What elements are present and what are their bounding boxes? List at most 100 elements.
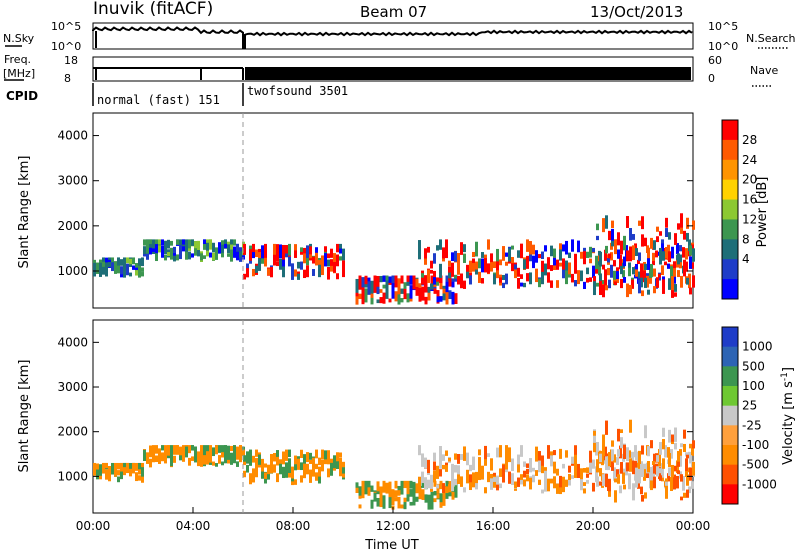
echo-cell [608, 230, 611, 241]
echo-cell [333, 455, 336, 460]
echo-cell [303, 252, 306, 264]
echo-cell [197, 250, 200, 257]
echo-cell [312, 468, 315, 477]
echo-cell [667, 473, 670, 482]
echo-cell [505, 252, 508, 257]
echo-cell [276, 473, 279, 483]
echo-cell [469, 275, 472, 285]
echo-cell [327, 468, 330, 478]
colorbar-tick: 1000 [742, 340, 773, 354]
echo-cell [221, 445, 224, 453]
echo-cell [294, 244, 297, 254]
echo-cell [276, 250, 279, 262]
echo-cell [318, 466, 321, 478]
echo-cell [105, 262, 108, 277]
echo-cell [318, 476, 321, 484]
echo-cell [619, 445, 622, 459]
echo-cell [173, 246, 176, 254]
echo-cell [460, 454, 463, 460]
echo-cell [547, 272, 550, 283]
echo-cell [628, 450, 631, 458]
echo-cell [529, 241, 532, 255]
echo-cell [418, 476, 421, 489]
echo-cell [583, 281, 586, 290]
echo-cell [466, 264, 469, 275]
echo-cell [206, 456, 209, 461]
echo-cell [523, 282, 526, 288]
echo-cell [227, 244, 230, 253]
echo-cell [255, 265, 258, 273]
echo-cell [406, 293, 410, 303]
echo-cell [233, 445, 236, 456]
nave-label: Nave [750, 64, 778, 77]
xtick-label: 20:00 [576, 519, 611, 533]
echo-cell [132, 257, 135, 265]
echo-cell [490, 458, 493, 471]
noise-tick-right-top: 10^5 [708, 20, 738, 33]
echo-cell [141, 462, 144, 470]
echo-cell [282, 266, 285, 278]
echo-cell [463, 253, 466, 263]
nave-trace [245, 67, 691, 80]
echo-cell [132, 265, 135, 270]
echo-cell [361, 480, 365, 490]
echo-cell [445, 239, 448, 251]
echo-cell [451, 252, 454, 261]
echo-cell [595, 255, 598, 270]
echo-cell [466, 271, 469, 279]
echo-cell [303, 247, 306, 254]
echo-cell [249, 245, 252, 253]
echo-cell [653, 453, 656, 462]
echo-cell [596, 282, 599, 287]
echo-cell [170, 247, 173, 260]
echo-cell [445, 250, 448, 256]
echo-cell [418, 240, 421, 252]
echo-cell [598, 260, 601, 276]
echo-cell [379, 275, 383, 283]
echo-cell [658, 273, 661, 278]
echo-cell [276, 450, 279, 457]
echo-cell [517, 458, 520, 473]
echo-cell [683, 230, 686, 240]
echo-cell [623, 484, 626, 490]
echo-cell [460, 476, 463, 487]
echo-cell [574, 253, 577, 268]
echo-cell [409, 275, 413, 285]
echo-cell [367, 483, 371, 496]
echo-cell [203, 455, 206, 465]
echo-cell [644, 237, 647, 247]
echo-cell [526, 474, 529, 482]
echo-cell [370, 499, 374, 505]
echo-cell [285, 250, 288, 258]
echo-cell [221, 244, 224, 253]
echo-cell [176, 445, 179, 453]
echo-cell [382, 284, 386, 289]
echo-cell [592, 482, 595, 492]
echo-cell [652, 461, 655, 466]
echo-cell [484, 445, 487, 460]
echo-cell [451, 281, 455, 288]
echo-cell [264, 472, 267, 479]
echo-cell [673, 261, 676, 274]
echo-cell [436, 468, 439, 474]
echo-cell [306, 452, 309, 463]
echo-cell [605, 473, 608, 488]
echo-cell [641, 234, 644, 247]
echo-cell [212, 242, 215, 253]
echo-cell [155, 253, 158, 262]
echo-cell [592, 248, 595, 253]
echo-cell [138, 265, 141, 278]
echo-cell [653, 476, 656, 489]
echo-cell [129, 462, 132, 470]
echo-cell [430, 492, 434, 505]
echo-cell [454, 251, 457, 262]
echo-cell [532, 467, 535, 472]
echo-cell [502, 464, 505, 478]
echo-cell [327, 267, 330, 280]
echo-cell [433, 270, 436, 280]
echo-cell [409, 480, 413, 489]
echo-cell [117, 462, 120, 470]
echo-cell [239, 445, 242, 454]
echo-cell [577, 467, 580, 474]
echo-cell [629, 227, 632, 241]
